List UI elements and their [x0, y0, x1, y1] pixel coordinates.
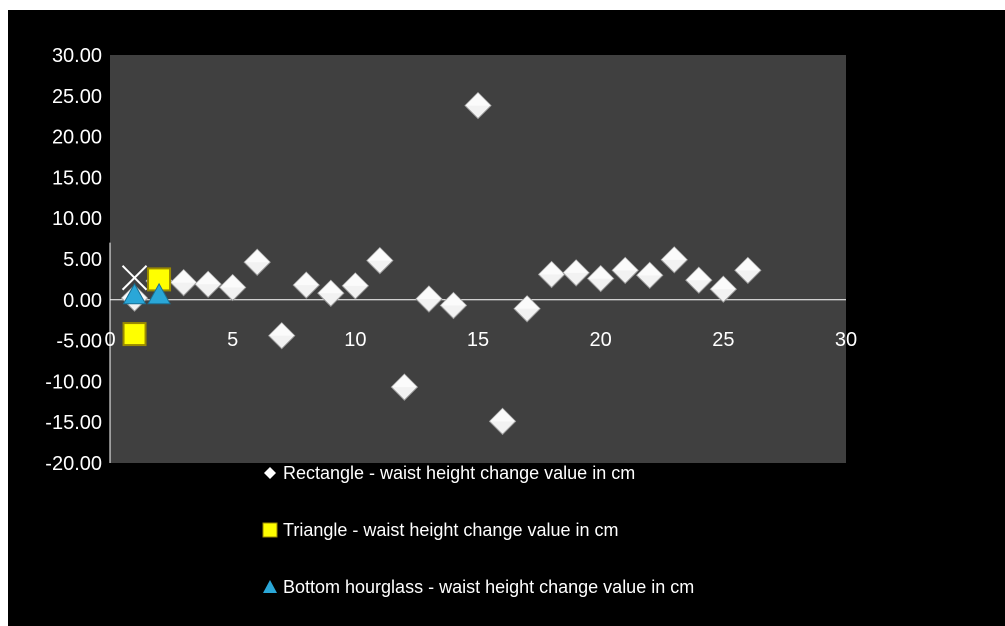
data-point — [147, 282, 171, 305]
x-tick-label: 10 — [344, 329, 366, 351]
data-point — [709, 275, 738, 303]
rectangle-point-highlight — [440, 292, 467, 306]
data-point — [439, 291, 468, 320]
data-point — [268, 321, 296, 350]
rectangle-point-highlight — [612, 257, 639, 271]
rectangle-point-highlight — [170, 269, 197, 283]
rectangle-point-highlight — [685, 267, 712, 281]
data-point — [464, 91, 492, 120]
data-point — [415, 285, 443, 313]
data-point — [562, 259, 590, 287]
x-tick-label: 5 — [227, 329, 238, 351]
rectangle-point-highlight — [514, 295, 541, 309]
rectangle-point-highlight — [342, 272, 369, 286]
data-point — [488, 407, 517, 436]
x-tick-label: 0 — [104, 329, 115, 351]
data-point — [537, 260, 566, 289]
legend-triangle-icon — [263, 580, 277, 593]
rectangle-point-highlight — [710, 276, 737, 290]
data-point — [586, 264, 615, 293]
data-point — [611, 256, 639, 285]
rectangle-point-highlight — [366, 247, 393, 261]
rectangle-point-highlight — [587, 265, 614, 279]
rectangle-point-highlight — [317, 280, 344, 294]
data-point — [366, 246, 394, 275]
rectangle-point-highlight — [636, 262, 663, 276]
y-tick-label: -15.00 — [45, 412, 102, 434]
data-point — [169, 268, 198, 297]
bottom-hourglass-point — [122, 282, 147, 305]
data-point — [243, 248, 271, 276]
rectangle-point-highlight — [415, 285, 442, 299]
rectangle-point-highlight — [465, 92, 491, 106]
data-point — [292, 271, 320, 299]
rectangle-point-highlight — [219, 274, 246, 288]
rectangle-point-highlight — [391, 374, 418, 388]
rectangle-point-highlight — [268, 322, 295, 336]
data-point — [122, 282, 147, 305]
data-point — [390, 373, 419, 401]
rectangle-point-highlight — [293, 272, 320, 286]
legend-entry: Rectangle - waist height change value in… — [264, 463, 635, 483]
data-point — [341, 272, 370, 300]
rectangle-point-highlight — [734, 257, 761, 271]
data-point — [317, 279, 345, 307]
rectangle-point-highlight — [195, 271, 222, 285]
y-tick-label: 5.00 — [63, 249, 102, 271]
rectangle-point-highlight — [661, 246, 688, 260]
legend-label: Triangle - waist height change value in … — [283, 520, 619, 540]
legend-square-icon — [262, 522, 278, 538]
x-tick-label: 15 — [467, 329, 489, 351]
scatter-chart: 30.00 25.00 20.00 15.00 10.00 5.00 0.00 -5.00 -1… — [45, 45, 857, 597]
x-tick-label: 30 — [835, 329, 857, 351]
legend-diamond-icon — [264, 467, 276, 479]
y-tick-label: 15.00 — [52, 167, 102, 189]
y-tick-label: 10.00 — [52, 208, 102, 230]
data-point — [660, 246, 688, 274]
legend-entry: Bottom hourglass - waist height change v… — [263, 577, 694, 597]
y-tick-label: 0.00 — [63, 290, 102, 312]
rectangle-point-highlight — [538, 261, 565, 275]
data-point — [513, 295, 541, 323]
data-point — [122, 322, 147, 347]
chart-frame: 30.00 25.00 20.00 15.00 10.00 5.00 0.00 -5.00 -1… — [8, 10, 1005, 626]
legend-label: Bottom hourglass - waist height change v… — [283, 577, 694, 597]
bottom-hourglass-point — [147, 282, 171, 305]
legend-label: Rectangle - waist height change value in… — [283, 463, 635, 483]
y-tick-label: -10.00 — [45, 371, 102, 393]
y-tick-label: -5.00 — [56, 331, 102, 353]
x-mark-point — [121, 265, 148, 291]
data-point — [734, 256, 762, 285]
data-point — [218, 273, 247, 302]
y-tick-label: 30.00 — [52, 45, 102, 67]
rectangle-point-highlight — [489, 408, 516, 422]
plot-area — [110, 55, 846, 463]
x-tick-label: 20 — [590, 329, 612, 351]
x-tick-label: 25 — [712, 329, 734, 351]
data-point — [194, 270, 222, 299]
legend-entry: Triangle - waist height change value in … — [262, 520, 619, 540]
data-point — [636, 261, 664, 290]
data-point — [685, 266, 713, 294]
y-tick-label: -20.00 — [45, 453, 102, 475]
data-point — [121, 265, 148, 291]
triangle-shape-point — [122, 322, 147, 347]
y-tick-label: 25.00 — [52, 86, 102, 108]
rectangle-point-highlight — [563, 259, 590, 273]
rectangle-point-highlight — [244, 249, 271, 263]
y-tick-label: 20.00 — [52, 127, 102, 149]
